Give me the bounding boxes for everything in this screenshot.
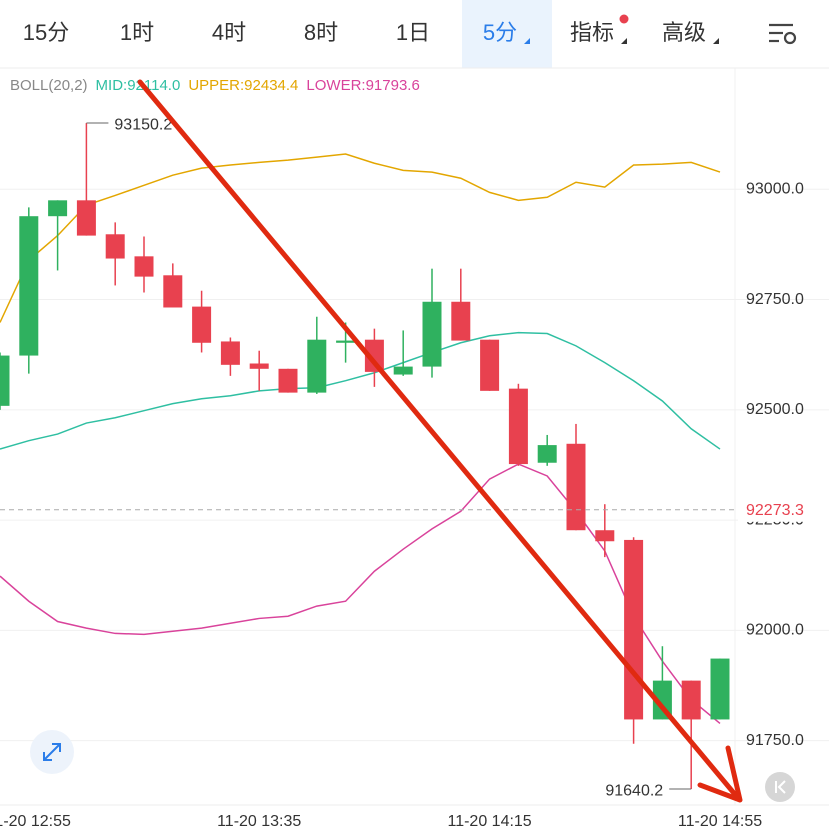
- annotation-arrow: [137, 79, 741, 801]
- candle-body: [105, 234, 125, 259]
- candle-body: [163, 275, 183, 308]
- tab[interactable]: 指标: [570, 20, 614, 45]
- candle-body: [393, 366, 413, 375]
- tab[interactable]: 8时: [304, 20, 338, 45]
- candle-body: [508, 388, 528, 465]
- candle-body: [422, 301, 442, 367]
- last-price-label: 92273.3: [746, 502, 804, 519]
- boll-line: [0, 331, 721, 450]
- candle-body: [364, 339, 384, 372]
- candle-body: [249, 363, 269, 369]
- candle-body: [451, 301, 471, 341]
- candle-body: [48, 200, 68, 217]
- dropdown-caret: [621, 38, 627, 44]
- x-tick-label: 11-20 14:15: [447, 813, 531, 830]
- last-price-bg: [738, 497, 829, 522]
- candle-body: [595, 530, 615, 542]
- tab[interactable]: 4时: [212, 20, 246, 45]
- candle-body: [566, 443, 586, 531]
- notice-dot: [619, 14, 629, 24]
- expand-button[interactable]: [30, 730, 74, 774]
- candle-body: [624, 539, 644, 720]
- legend-item: BOLL(20,2): [10, 77, 88, 94]
- dropdown-caret: [524, 38, 530, 44]
- boll-line: [0, 463, 721, 724]
- boll-line: [0, 153, 721, 323]
- y-tick-label: 91750.0: [746, 732, 804, 749]
- candle-body: [336, 340, 356, 343]
- tab-bar: 15分 1时 4时 8时 1日 5分 指标 高级: [0, 0, 829, 69]
- tab[interactable]: 高级: [662, 20, 706, 45]
- legend-item: MID:92114.0: [96, 77, 181, 94]
- candle-body: [220, 341, 240, 365]
- x-tick-label: 11-20 13:35: [217, 813, 301, 830]
- settings-icon[interactable]: [769, 23, 797, 45]
- x-tick-label: 11-20 12:55: [0, 813, 71, 830]
- candle-body: [76, 200, 96, 236]
- tab-bar-bg: [0, 0, 829, 68]
- y-tick-label: 92750.0: [746, 291, 804, 308]
- candle-body: [537, 445, 557, 463]
- candle-body: [0, 355, 10, 406]
- candle-body: [710, 658, 730, 720]
- legend-item: LOWER:91793.6: [306, 77, 419, 94]
- candle-body: [192, 306, 212, 343]
- selected-tab-bg: [462, 0, 552, 68]
- tab[interactable]: 5分: [483, 20, 517, 45]
- y-tick-label: 93000.0: [746, 181, 804, 198]
- tab[interactable]: 1日: [396, 20, 430, 45]
- indicator-legend: BOLL(20,2) MID:92114.0 UPPER:92434.4 LOWER:…: [10, 77, 420, 94]
- max-label: 93150.2: [114, 116, 172, 133]
- candle-body: [681, 680, 701, 720]
- dropdown-caret: [713, 38, 719, 44]
- plot-area: [0, 123, 730, 790]
- y-tick-label: 92500.0: [746, 401, 804, 418]
- scroll-end-button[interactable]: [765, 772, 795, 802]
- candle-body: [480, 339, 500, 391]
- tab[interactable]: 1时: [120, 20, 154, 45]
- candle-body: [278, 368, 298, 393]
- candle-body: [307, 339, 327, 393]
- candle-body: [134, 256, 154, 277]
- y-tick-label: 92000.0: [746, 622, 804, 639]
- candle-body: [19, 216, 39, 356]
- tab[interactable]: 15分: [23, 20, 69, 45]
- legend-item: UPPER:92434.4: [188, 77, 298, 94]
- annotation-arrowhead: [697, 745, 743, 803]
- x-tick-label: 11-20 14:55: [678, 813, 762, 830]
- min-label: 91640.2: [605, 782, 663, 799]
